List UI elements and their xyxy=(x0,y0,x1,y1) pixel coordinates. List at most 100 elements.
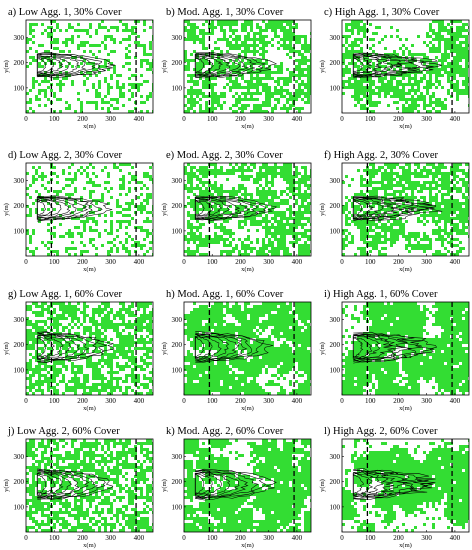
x-axis-label: x(m) xyxy=(83,405,96,412)
x-tick-label: 100 xyxy=(207,115,218,123)
panel-title: l) High Agg. 2, 60% Cover xyxy=(324,426,438,437)
fire-perimeter-contour xyxy=(195,474,205,495)
vegetation-cells xyxy=(26,20,153,113)
x-axis-label: x(m) xyxy=(399,123,412,130)
x-tick-label: 400 xyxy=(450,115,461,123)
x-tick-label: 300 xyxy=(421,397,432,405)
fire-perimeter-contour xyxy=(37,51,116,79)
x-axis-label: x(m) xyxy=(83,542,96,549)
fire-perimeter-contour xyxy=(353,469,417,500)
x-tick-label: 100 xyxy=(49,258,60,266)
vegetation-map xyxy=(184,439,311,532)
y-axis-label: y(m) xyxy=(3,60,10,73)
vegetation-cells xyxy=(184,20,311,113)
fire-perimeter-contour xyxy=(37,331,115,363)
vegetation-map xyxy=(342,302,469,395)
fire-perimeter-contour xyxy=(195,331,274,363)
y-tick-label: 200 xyxy=(330,59,341,67)
vegetation-map xyxy=(342,439,469,532)
panel-e: e) Mod. Agg. 2, 30% Cover 0 100 200 300 400 10… xyxy=(161,150,312,273)
vegetation-cells xyxy=(342,439,469,532)
fire-perimeter-contour xyxy=(195,469,277,501)
y-axis-label: y(m) xyxy=(319,203,326,216)
x-axis-label: x(m) xyxy=(399,542,412,549)
y-tick-label: 200 xyxy=(172,478,183,486)
x-tick-label: 100 xyxy=(365,534,376,542)
axes-frame xyxy=(25,438,154,533)
fire-perimeter-contour xyxy=(353,57,373,74)
vegetation-cells xyxy=(26,163,153,256)
vegetation-cells xyxy=(184,163,311,256)
x-tick-label: 300 xyxy=(105,397,116,405)
y-tick-label: 100 xyxy=(330,366,341,374)
fire-perimeter-contour xyxy=(37,201,46,216)
x-tick-label: 0 xyxy=(340,397,344,405)
vegetation-cells xyxy=(26,302,153,395)
y-tick-label: 300 xyxy=(330,177,341,185)
fire-perimeter-contour xyxy=(195,199,214,216)
fire-perimeter-contour xyxy=(353,472,384,497)
x-tick-label: 400 xyxy=(450,397,461,405)
axes-frame xyxy=(25,19,154,114)
fire-perimeter-contour xyxy=(37,53,87,77)
x-tick-label: 300 xyxy=(263,397,274,405)
x-axis-label: x(m) xyxy=(241,123,254,130)
fire-perimeter-contour xyxy=(37,198,77,219)
x-tick-label: 200 xyxy=(235,397,246,405)
x-tick-label: 0 xyxy=(24,258,28,266)
panel-title: e) Mod. Agg. 2, 30% Cover xyxy=(166,150,283,161)
y-axis-label: y(m) xyxy=(319,479,326,492)
x-tick-label: 300 xyxy=(263,534,274,542)
fire-perimeter-contour xyxy=(195,57,214,74)
panel-c: c) High Agg. 1, 30% Cover 0 100 200 300 400 10… xyxy=(319,7,470,130)
y-tick-label: 100 xyxy=(330,503,341,511)
y-tick-label: 300 xyxy=(172,316,183,324)
y-tick-label: 100 xyxy=(172,84,183,92)
y-tick-label: 200 xyxy=(330,478,341,486)
x-tick-label: 400 xyxy=(450,258,461,266)
x-axis-label: x(m) xyxy=(241,266,254,273)
x-tick-label: 400 xyxy=(134,115,145,123)
fire-perimeter-contour xyxy=(353,54,402,76)
fire-perimeter-contour xyxy=(195,200,205,216)
x-tick-label: 100 xyxy=(207,534,218,542)
x-tick-label: 100 xyxy=(49,534,60,542)
axes-frame xyxy=(183,19,312,114)
fire-perimeter-contour xyxy=(353,470,413,498)
y-axis-label: y(m) xyxy=(161,479,168,492)
panel-l: l) High Agg. 2, 60% Cover 0 100 200 300 400 10… xyxy=(319,426,470,549)
x-tick-label: 400 xyxy=(292,534,303,542)
x-tick-label: 0 xyxy=(182,534,186,542)
vegetation-map xyxy=(342,163,469,256)
panel-title: i) High Agg. 1, 60% Cover xyxy=(324,289,438,300)
y-tick-label: 100 xyxy=(172,227,183,235)
y-tick-label: 300 xyxy=(330,34,341,42)
y-axis-label: y(m) xyxy=(319,342,326,355)
fire-perimeter-contour xyxy=(353,333,405,360)
vegetation-map xyxy=(26,439,153,532)
panel-d: d) Low Agg. 2, 30% Cover 0 100 200 300 400 100… xyxy=(3,150,154,273)
x-tick-label: 200 xyxy=(393,534,404,542)
y-tick-label: 100 xyxy=(172,366,183,374)
fire-perimeter-contour xyxy=(353,331,438,364)
x-tick-label: 0 xyxy=(340,115,344,123)
x-tick-label: 100 xyxy=(207,397,218,405)
fire-perimeter-contour xyxy=(37,468,114,500)
fire-perimeter-contour xyxy=(37,57,46,73)
y-tick-label: 300 xyxy=(14,177,25,185)
fire-perimeter-contour xyxy=(37,469,99,499)
x-tick-label: 400 xyxy=(134,534,145,542)
y-tick-label: 100 xyxy=(330,227,341,235)
x-tick-label: 300 xyxy=(421,534,432,542)
x-tick-label: 100 xyxy=(365,397,376,405)
y-tick-label: 300 xyxy=(14,316,25,324)
x-tick-label: 200 xyxy=(77,258,88,266)
x-tick-label: 400 xyxy=(292,115,303,123)
x-axis-label: x(m) xyxy=(241,542,254,549)
x-tick-label: 400 xyxy=(292,397,303,405)
fire-perimeter-contour xyxy=(37,335,72,360)
fire-perimeter-contour xyxy=(37,198,71,219)
fire-perimeter-contour xyxy=(37,473,55,495)
fire-perimeter-contour xyxy=(353,333,412,362)
x-tick-label: 400 xyxy=(134,258,145,266)
